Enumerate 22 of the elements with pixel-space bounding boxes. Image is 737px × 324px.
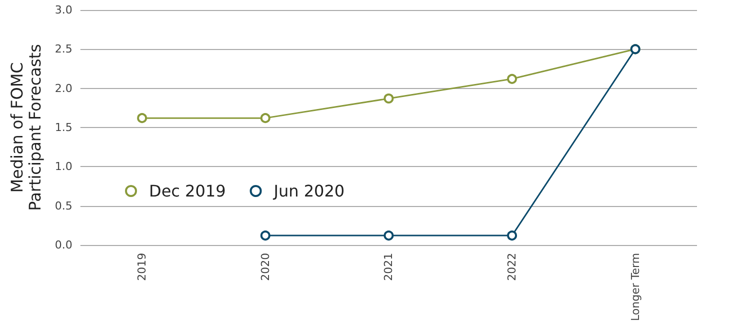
y-tick-label: 1.0: [54, 160, 72, 174]
x-tick-label: 2021: [382, 252, 396, 281]
y-tick-label: 0.5: [54, 199, 72, 212]
x-tick-label: 2019: [136, 252, 149, 281]
point: [137, 113, 148, 124]
y-tick-label: 2.0: [54, 82, 72, 95]
point: [384, 230, 394, 241]
legend-label: Jun 2020: [272, 182, 345, 200]
point: [507, 230, 518, 241]
point: [384, 93, 394, 104]
x-tick-label: 2020: [258, 252, 272, 281]
y-tick-label: 2.5: [54, 42, 72, 56]
x-tick-label: 2022: [506, 252, 519, 281]
y-tick-label: 3.0: [54, 4, 72, 16]
x-tick-label: Longer Term: [628, 252, 642, 322]
y-axis-title: Median of FOMC Participant Forecasts: [8, 44, 44, 211]
point: [260, 230, 270, 241]
y-tick-label: 1.5: [54, 120, 72, 134]
point: [260, 113, 270, 124]
legend-label: Dec 2019: [149, 182, 226, 200]
y-tick-label: 0.0: [54, 238, 72, 252]
point: [507, 74, 518, 84]
